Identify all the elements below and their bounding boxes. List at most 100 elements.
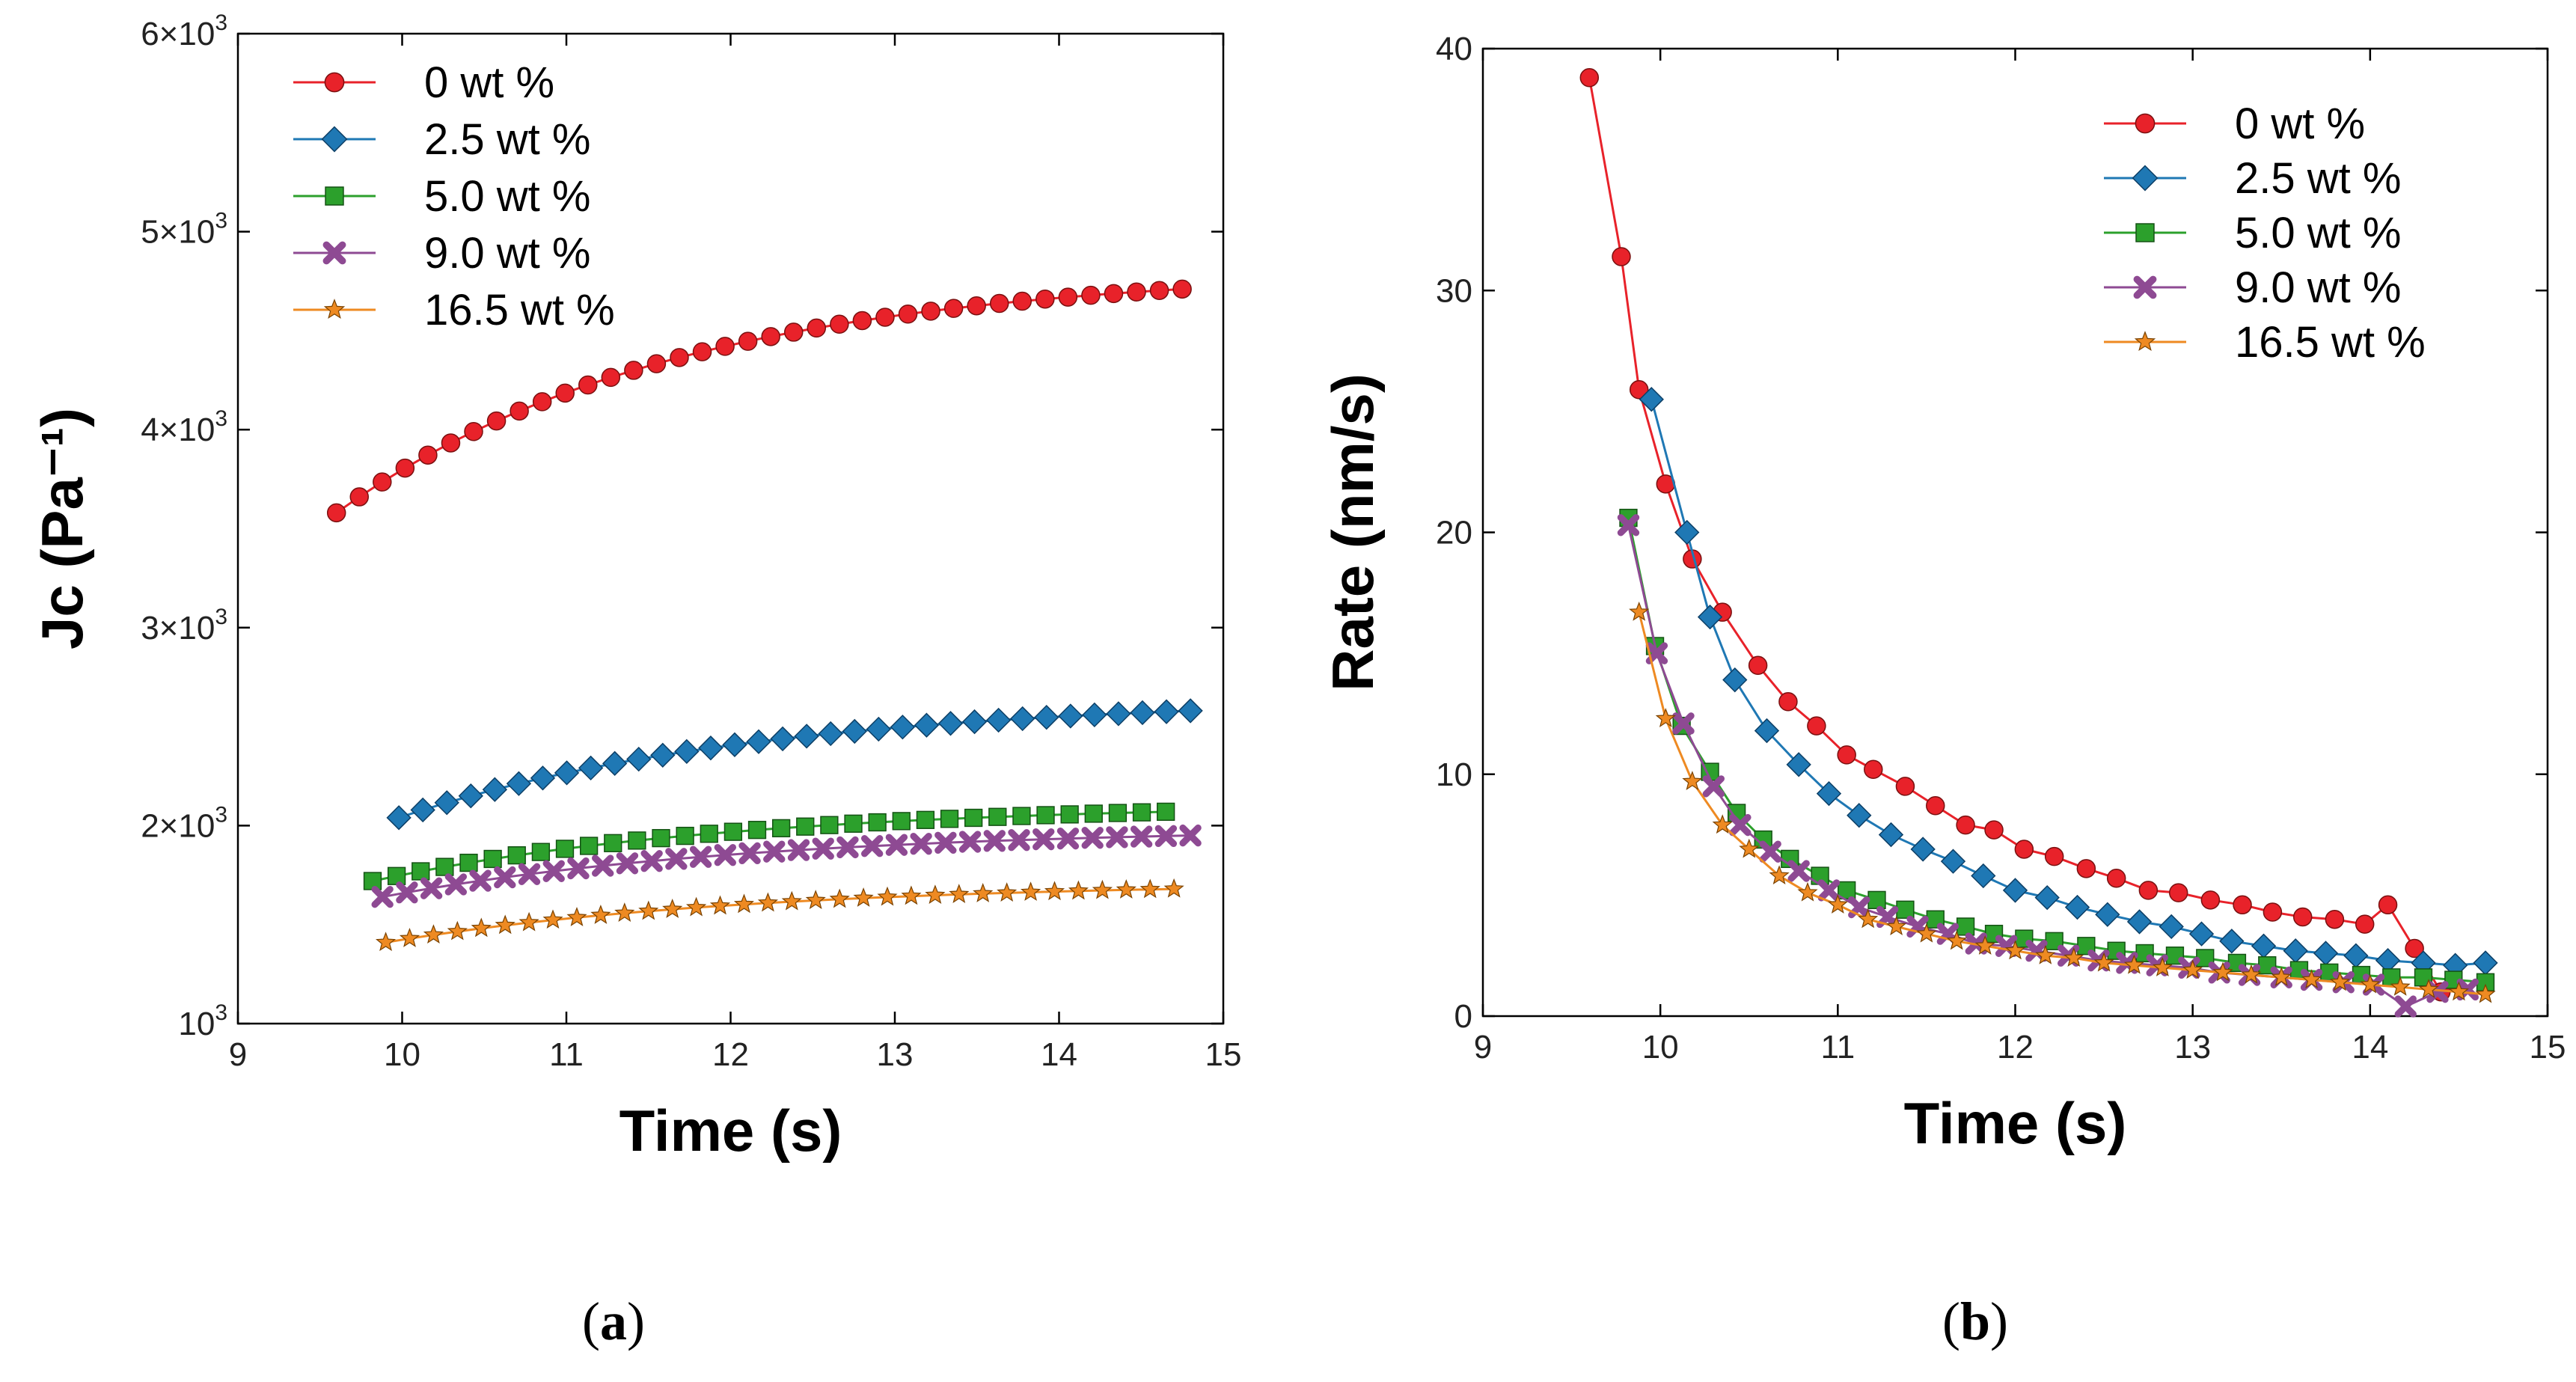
panel-a-data-point-2-5-wt bbox=[842, 718, 867, 744]
panel-a-data-point-16-5-wt bbox=[1092, 879, 1113, 899]
panel-a-data-point-9-0-wt bbox=[958, 831, 982, 853]
panel-b-data-point-2-5-wt bbox=[2219, 929, 2245, 954]
panel-a-data-point-2-5-wt bbox=[1034, 705, 1059, 730]
panel-a-legend-entry-5-0-wt: 5.0 wt % bbox=[293, 172, 590, 221]
panel-a-legend-label: 5.0 wt % bbox=[424, 172, 590, 221]
panel-b-data-point-2-5-wt bbox=[2159, 914, 2184, 940]
panel-a-data-point-16-5-wt bbox=[781, 890, 802, 911]
panel-b-legend-label: 9.0 wt % bbox=[2235, 263, 2401, 312]
panel-a-data-point-5-0-wt bbox=[676, 826, 694, 846]
panel-b-data-point-16-5-wt bbox=[2241, 964, 2262, 984]
panel-b-data-point-2-5-wt bbox=[2188, 921, 2215, 947]
panel-a-data-point-0-wt bbox=[326, 503, 346, 523]
panel-a-x-tick-label: 14 bbox=[1041, 1036, 1077, 1073]
panel-a-data-point-9-0-wt bbox=[763, 840, 786, 863]
panel-b-data-point-2-5-wt bbox=[1940, 849, 1966, 874]
panel-a-data-point-5-0-wt bbox=[844, 814, 863, 833]
panel-a-data-point-2-5-wt bbox=[1130, 700, 1155, 726]
panel-a-data-point-9-0-wt bbox=[885, 834, 908, 856]
panel-a-data-point-0-wt bbox=[1081, 285, 1101, 305]
panel-b-chart: 9 10 11 12 13 14 15 0 10 20 30 40 Time (s) Rate (nm/s… bbox=[1320, 31, 2566, 1156]
panel-a-series-9-0-wt bbox=[371, 824, 1202, 908]
panel-b-legend-entry-2-5-wt: 2.5 wt % bbox=[2104, 154, 2401, 203]
panel-b-legend-marker-16-5-wt bbox=[2134, 331, 2156, 352]
panel-a-data-point-2-5-wt bbox=[554, 760, 580, 786]
panel-b-legend-marker-9-0-wt bbox=[2133, 275, 2157, 299]
panel-a-data-point-5-0-wt bbox=[579, 837, 599, 855]
panel-b-x-tick-label: 11 bbox=[1820, 1029, 1855, 1065]
panel-a-data-point-16-5-wt bbox=[542, 909, 563, 929]
panel-a-data-point-9-0-wt bbox=[371, 885, 394, 908]
panel-a-chart: 9 10 11 12 13 14 15 103 2×103 3×103 4×103 5×103 6×10… bbox=[29, 10, 1241, 1164]
panel-b-data-point-0-wt bbox=[2292, 907, 2313, 927]
panel-a-data-point-2-5-wt bbox=[650, 742, 676, 768]
panel-b-data-point-0-wt bbox=[2106, 868, 2126, 888]
panel-a-data-point-5-0-wt bbox=[387, 866, 406, 885]
panel-b-legend-entry-9-0-wt: 9.0 wt % bbox=[2104, 263, 2401, 312]
panel-a-data-point-0-wt bbox=[532, 392, 552, 412]
panel-b-data-point-2-5-wt bbox=[1697, 604, 1723, 630]
panel-a-data-point-2-5-wt bbox=[914, 712, 940, 738]
panel-a-y-tick-label: 3×103 bbox=[141, 605, 227, 646]
panel-a-data-point-16-5-wt bbox=[1139, 878, 1160, 899]
panel-b-data-point-9-0-wt bbox=[1787, 860, 1810, 882]
panel-b-x-tick-label: 14 bbox=[2352, 1029, 2388, 1065]
panel-b-data-point-9-0-wt bbox=[1617, 514, 1640, 536]
panel-b-data-point-0-wt bbox=[1612, 247, 1631, 266]
panel-b-data-point-16-5-wt bbox=[2301, 969, 2322, 989]
panel-a-data-point-9-0-wt bbox=[1106, 826, 1128, 849]
panel-a-x-axis-title: Time (s) bbox=[619, 1098, 842, 1164]
panel-a-data-point-0-wt bbox=[875, 308, 895, 327]
panel-b-data-point-0-wt bbox=[1864, 759, 1883, 780]
panel-b-data-point-16-5-wt bbox=[1974, 935, 1995, 955]
panel-b-data-point-16-5-wt bbox=[2004, 940, 2026, 960]
panel-a-data-point-0-wt bbox=[1149, 281, 1169, 300]
panel-a-data-point-9-0-wt bbox=[396, 881, 418, 904]
panel-b-data-point-9-0-wt bbox=[1817, 879, 1841, 902]
panel-b-data-point-0-wt bbox=[2355, 914, 2375, 934]
panel-a-data-point-2-5-wt bbox=[458, 783, 483, 809]
panel-a-data-point-0-wt bbox=[1012, 291, 1032, 311]
panel-a-data-point-9-0-wt bbox=[518, 863, 541, 885]
panel-b-legend-entry-16-5-wt: 16.5 wt % bbox=[2104, 318, 2426, 367]
panel-a-legend-entry-0-wt: 0 wt % bbox=[293, 58, 554, 107]
panel-b-legend-marker-0-wt bbox=[2135, 113, 2156, 134]
panel-b-y-tick-label: 0 bbox=[1454, 998, 1472, 1035]
panel-a-y-axis-title: Jc (Pa⁻¹) bbox=[29, 408, 95, 649]
panel-a-data-point-2-5-wt bbox=[866, 716, 891, 742]
panel-a-data-point-2-5-wt bbox=[890, 715, 916, 740]
panel-a-data-point-16-5-wt bbox=[399, 928, 420, 947]
panel-b-legend-label: 5.0 wt % bbox=[2235, 209, 2401, 257]
panel-b-x-tick-label: 12 bbox=[1997, 1029, 2034, 1065]
panel-a-data-point-0-wt bbox=[510, 401, 529, 421]
panel-a-data-point-0-wt bbox=[1127, 282, 1146, 302]
panel-b-data-point-2-5-wt bbox=[1786, 752, 1811, 777]
panel-a-series-line-5-0-wt bbox=[372, 810, 1166, 882]
panel-a-data-point-9-0-wt bbox=[983, 830, 1006, 852]
panel-a-data-point-16-5-wt bbox=[1163, 878, 1184, 898]
panel-b-data-point-2-5-wt bbox=[2283, 938, 2308, 964]
panel-b-data-point-2-5-wt bbox=[2313, 941, 2339, 966]
panel-b-data-point-16-5-wt bbox=[2063, 947, 2084, 967]
panel-a-data-point-2-5-wt bbox=[578, 755, 604, 781]
panel-a-data-point-9-0-wt bbox=[616, 852, 639, 875]
panel-a-data-point-5-0-wt bbox=[988, 807, 1007, 826]
panel-a-data-point-5-0-wt bbox=[796, 817, 815, 836]
panel-a-data-point-9-0-wt bbox=[1154, 825, 1178, 848]
panel-b-series-2-5-wt bbox=[1639, 387, 2498, 978]
panel-b-data-point-2-5-wt bbox=[2251, 933, 2277, 958]
panel-b-data-point-2-5-wt bbox=[1674, 519, 1700, 545]
panel-a-data-point-2-5-wt bbox=[698, 736, 723, 761]
panel-a-legend-label: 16.5 wt % bbox=[424, 286, 615, 334]
panel-a-series-line-2-5-wt bbox=[398, 709, 1191, 819]
panel-a-data-point-16-5-wt bbox=[1044, 881, 1065, 901]
panel-a-data-point-5-0-wt bbox=[1036, 806, 1055, 825]
panel-a-y-tick-label: 4×103 bbox=[141, 406, 227, 448]
panel-b-data-point-0-wt bbox=[1807, 716, 1826, 736]
panel-a-data-point-16-5-wt bbox=[638, 900, 659, 920]
panel-a-data-point-5-0-wt bbox=[412, 862, 430, 881]
panel-a-data-point-0-wt bbox=[898, 304, 918, 324]
panel-a-data-point-5-0-wt bbox=[820, 816, 839, 834]
panel-b-data-point-16-5-wt bbox=[1946, 930, 1967, 950]
panel-b-data-point-5-0-wt bbox=[1867, 890, 1886, 909]
